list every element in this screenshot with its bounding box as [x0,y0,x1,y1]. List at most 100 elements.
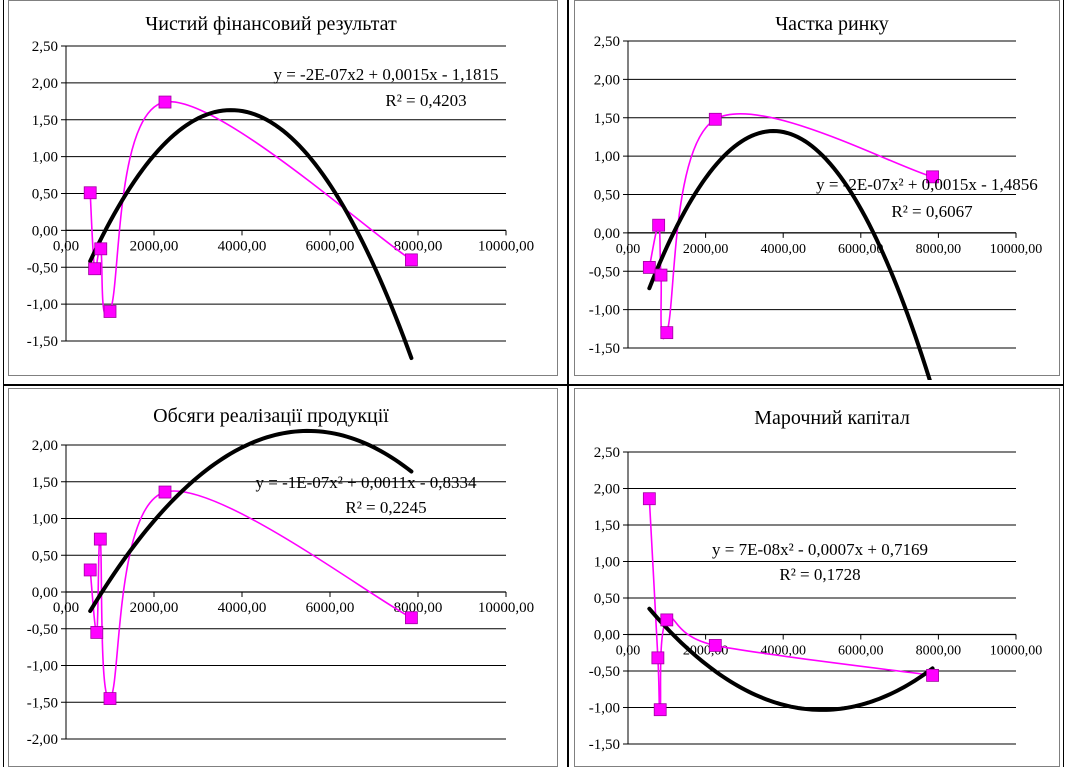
x-tick-label: 8000,00 [916,644,962,659]
y-tick-label: 2,00 [594,482,620,498]
y-tick-label: -1,00 [27,297,58,313]
y-tick-label: 1,50 [594,111,620,127]
trendline-equation: y = 7E-08x² - 0,0007x + 0,7169 [712,540,928,559]
chart-title: Марочний капітал [754,407,910,429]
chart-cell-3: Обсяги реалізації продукції 2,00 1,50 1,00 0… [6,388,560,767]
data-point [103,305,117,318]
data-point [158,95,172,109]
data-point [708,112,722,126]
x-tick-label: 10000,00 [990,242,1043,257]
y-tick-label: 2,50 [594,445,620,461]
data-point [642,261,656,274]
data-point [708,639,722,652]
table-border-right [1063,0,1064,767]
data-point [83,563,97,577]
trendline-r2: R² = 0,1728 [779,565,860,584]
chart-brand-capital: Марочний капітал 2,50 2,00 1,50 1,00 0,50 0,00… [589,407,1043,753]
chart-title: Частка ринку [775,13,889,35]
x-tick-label: 0,00 [53,238,79,254]
data-point [926,668,939,682]
chart-net-financial-result: Чистий фінансовий результат 2,50 2,00 1,50 1… [27,13,534,361]
y-tick-label: 1,50 [32,475,58,491]
x-tick-label: 4000,00 [760,242,806,257]
trendline-r2: R² = 0,4203 [385,91,466,110]
data-point [93,532,107,546]
y-tick-label: 0,50 [594,591,620,607]
trendline-r2: R² = 0,6067 [891,202,973,221]
chart-cell-1: Чистий фінансовий результат 2,50 2,00 1,50 1… [6,0,560,380]
y-tick-label: 1,00 [32,150,58,166]
series-line [89,490,412,700]
trendline [88,108,414,361]
y-tick-label: 1,50 [594,518,620,534]
x-tick-label: 2000,00 [130,238,179,254]
data-point [654,268,668,282]
data-point [642,492,656,506]
y-tick-label: -0,50 [27,622,58,638]
chart-cell-4: Марочний капітал 2,50 2,00 1,50 1,00 0,50 0,00… [572,388,1060,767]
y-tick-label: -2,00 [27,732,58,748]
data-point [103,692,117,705]
data-point [94,242,108,256]
trendline-equation: y = -2E-07x² + 0,0015x - 1,4856 [816,175,1038,194]
y-tick-label: 0,50 [32,548,58,564]
data-point [90,626,104,639]
y-tick-label: -0,50 [589,264,620,280]
table-border-left [3,0,4,767]
trendline-equation: y = -1E-07x² + 0,0011x - 0,8334 [255,473,477,492]
y-tick-label: -1,50 [27,334,58,350]
trendline-r2: R² = 0,2245 [345,498,426,517]
trendline [647,606,935,712]
x-tick-label: 4000,00 [218,238,267,254]
data-point [653,703,667,717]
chart-market-share: Частка ринку 2,50 2,00 1,50 1,00 0,50 0,00 -0,5… [589,13,1043,380]
y-tick-label: 1,50 [32,113,58,129]
x-tick-label: 8000,00 [394,238,443,254]
y-tick-label: 0,00 [594,628,620,644]
y-tick-label: -0,50 [27,260,58,276]
x-tick-label: 10000,00 [478,600,534,616]
data-point [660,613,674,627]
x-tick-label: 6000,00 [306,600,355,616]
x-tick-label: 10000,00 [990,644,1043,659]
trendline-equation: y = -2E-07x2 + 0,0015x - 1,1815 [273,65,498,84]
data-point [651,651,665,665]
data-point [404,253,418,267]
data-point [652,218,666,232]
y-tick-label: 2,50 [32,39,58,55]
y-tick-label: 1,00 [594,555,620,571]
y-tick-label: 2,00 [594,72,620,88]
chart-sales-volume: Обсяги реалізації продукції 2,00 1,50 1,00 0… [27,405,534,748]
y-tick-label: 1,00 [594,149,620,165]
x-tick-label: 0,00 [616,644,641,659]
x-tick-label: 6000,00 [838,644,884,659]
chart-cell-2: Частка ринку 2,50 2,00 1,50 1,00 0,50 0,00 -0,5… [572,0,1060,380]
y-tick-label: -1,00 [589,701,620,717]
y-tick-label: -1,00 [27,659,58,675]
y-tick-label: 2,00 [32,438,58,454]
y-tick-label: -1,50 [589,737,620,753]
y-tick-label: -0,50 [589,664,620,680]
x-tick-label: 8000,00 [394,600,443,616]
x-tick-label: 0,00 [616,242,641,257]
x-tick-label: 8000,00 [916,242,962,257]
series-line [648,113,933,340]
y-tick-label: -1,00 [589,303,620,319]
data-point [158,485,172,499]
trendline [88,428,414,614]
y-tick-label: 0,00 [32,223,58,239]
x-tick-label: 2000,00 [130,600,179,616]
data-point [83,186,97,200]
chart-title: Чистий фінансовий результат [145,13,397,35]
x-tick-label: 2000,00 [683,242,729,257]
data-point [926,170,939,184]
chart-title: Обсяги реалізації продукції [153,405,389,427]
y-tick-label: 1,00 [32,512,58,528]
table-border-middle [567,0,569,767]
y-tick-label: 0,50 [594,188,620,204]
y-tick-label: 2,50 [594,34,620,50]
x-tick-label: 10000,00 [478,238,534,254]
y-tick-label: -1,50 [27,695,58,711]
trendline [647,129,932,380]
